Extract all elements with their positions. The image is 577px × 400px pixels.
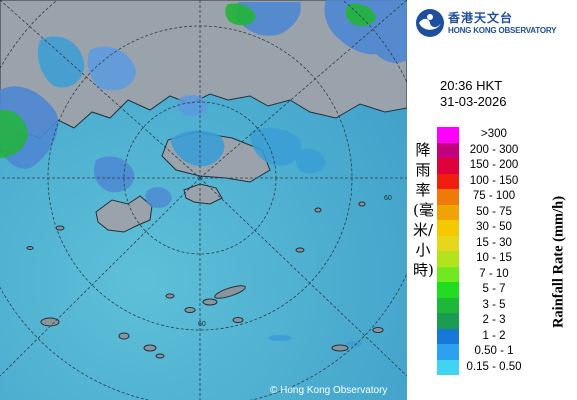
legend-swatch — [437, 251, 459, 267]
legend-title-english: Rainfall Rate (mm/h) — [550, 195, 567, 329]
legend-label: 100 - 150 — [469, 174, 519, 187]
range-ring-label-south: 60 — [198, 321, 206, 328]
legend-label: 30 - 50 — [476, 221, 512, 233]
legend-label: 200 - 300 — [469, 143, 519, 156]
legend-swatch — [437, 282, 459, 298]
legend-label: 10 - 15 — [476, 252, 512, 264]
hong-kong-island — [183, 183, 223, 205]
outlying-islands — [26, 201, 384, 359]
legend-swatch — [437, 204, 459, 220]
observatory-name-english: HONG KONG OBSERVATORY — [448, 26, 557, 35]
observatory-name-chinese: 香港天文台 — [448, 11, 514, 25]
range-rings — [0, 0, 407, 400]
legend-label: 7 - 10 — [479, 267, 509, 280]
legend-label: 5 - 7 — [482, 283, 506, 295]
lantau-island — [95, 195, 153, 233]
legend-label: 15 - 30 — [476, 236, 512, 249]
legend-label: 3 - 5 — [482, 298, 506, 311]
radar-map-image: 60 60 — [0, 0, 407, 400]
legend-swatch — [437, 220, 459, 236]
legend-color-scale — [437, 127, 459, 375]
observatory-logo-icon — [416, 9, 444, 37]
legend-labels: >300 200 - 300 150 - 200 100 - 150 75 - 100 5… — [459, 127, 529, 375]
legend-label: 150 - 200 — [469, 159, 519, 171]
observatory-logo: 香港天文台 HONG KONG OBSERVATORY — [415, 6, 575, 40]
legend-swatch — [437, 328, 459, 344]
legend-panel: 香港天文台 HONG KONG OBSERVATORY 20:36 HKT 31… — [407, 0, 577, 400]
legend-label: 2 - 3 — [482, 314, 506, 326]
legend-swatch — [437, 313, 459, 329]
legend-swatch — [437, 158, 459, 174]
legend-swatch — [437, 344, 459, 360]
observation-date: 31-03-2026 — [440, 94, 507, 109]
legend-swatch — [437, 173, 459, 189]
observation-time: 20:36 HKT — [440, 78, 503, 93]
legend-title-chinese: 降雨率(毫米/小時) — [413, 141, 434, 279]
legend-label: 0.15 - 0.50 — [466, 360, 522, 373]
legend-swatch — [437, 297, 459, 313]
legend-swatch — [437, 359, 459, 375]
legend-swatch — [437, 266, 459, 282]
legend-label: 1 - 2 — [482, 329, 506, 342]
legend-label: 50 - 75 — [476, 205, 512, 218]
legend-label: 0.50 - 1 — [474, 345, 514, 357]
copyright-notice: © Hong Kong Observatory — [270, 385, 388, 396]
legend-label: 75 - 100 — [472, 190, 516, 202]
radar-map: 60 60 © Hong Kong Observatory — [0, 0, 407, 400]
legend-swatch — [437, 235, 459, 251]
legend-swatch — [437, 189, 459, 205]
legend-label: >300 — [481, 128, 507, 140]
range-ring-label: 60 — [384, 195, 392, 202]
legend-swatch — [437, 142, 459, 158]
legend-swatch — [437, 127, 459, 143]
